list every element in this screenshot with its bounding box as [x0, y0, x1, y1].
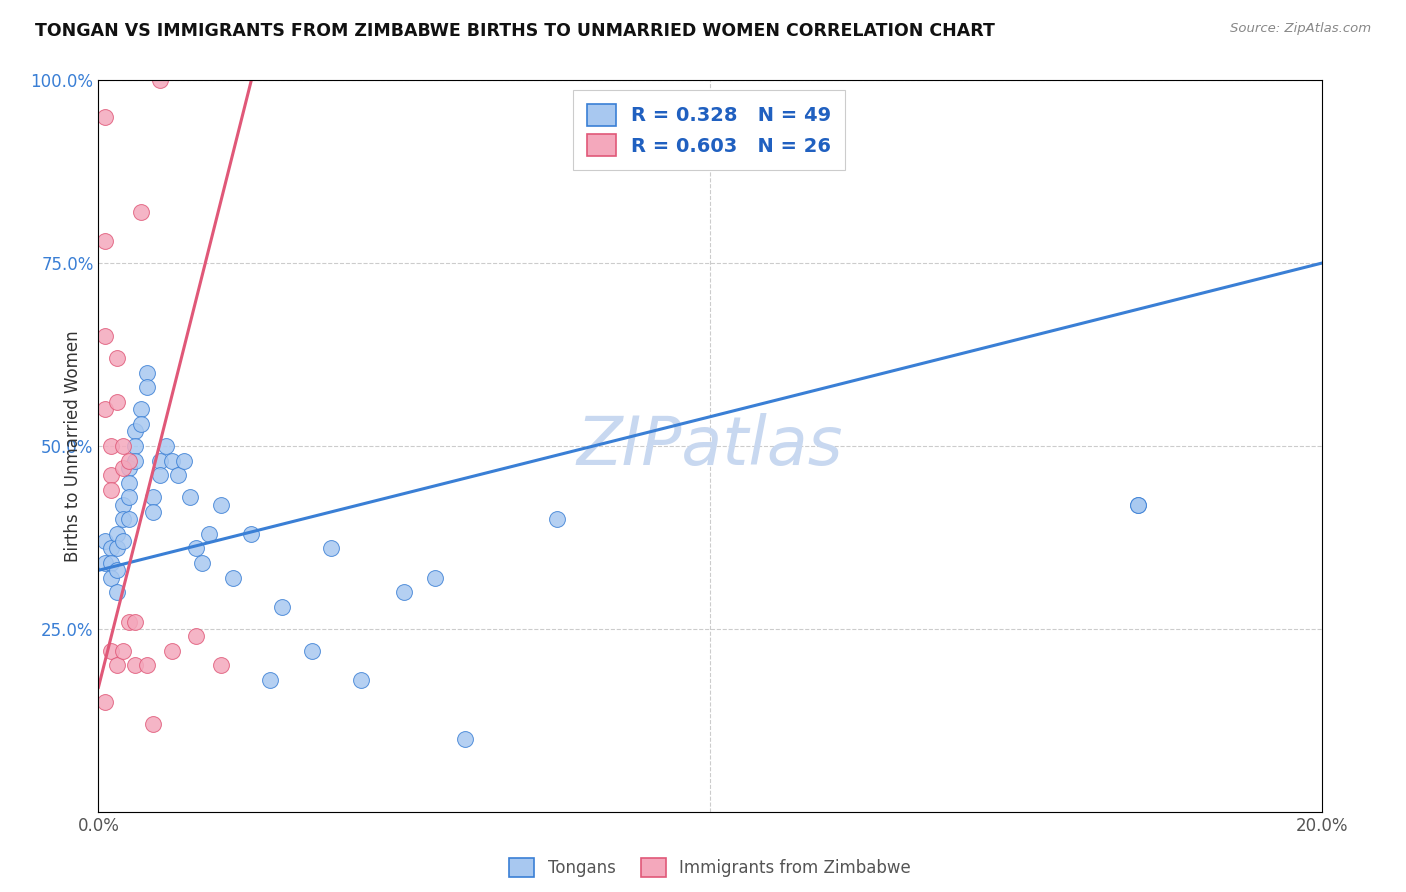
- Point: [93, 556, 115, 570]
- Point: [149, 453, 172, 467]
- Point: [93, 329, 115, 343]
- Point: [259, 673, 281, 687]
- Point: [124, 453, 146, 467]
- Legend: Tongans, Immigrants from Zimbabwe: Tongans, Immigrants from Zimbabwe: [503, 851, 917, 884]
- Point: [100, 483, 122, 497]
- Point: [124, 615, 146, 629]
- Point: [105, 658, 128, 673]
- Point: [142, 490, 165, 504]
- Text: Source: ZipAtlas.com: Source: ZipAtlas.com: [1230, 22, 1371, 36]
- Point: [118, 453, 141, 467]
- Point: [186, 629, 208, 643]
- Point: [167, 468, 190, 483]
- Point: [93, 695, 115, 709]
- Point: [186, 541, 208, 556]
- Point: [105, 541, 128, 556]
- Point: [129, 205, 152, 219]
- Point: [129, 417, 152, 431]
- Point: [100, 571, 122, 585]
- Point: [136, 366, 159, 380]
- Point: [129, 402, 152, 417]
- Point: [105, 351, 128, 366]
- Point: [173, 453, 195, 467]
- Y-axis label: Births to Unmarried Women: Births to Unmarried Women: [63, 330, 82, 562]
- Point: [270, 599, 292, 614]
- Point: [149, 468, 172, 483]
- Point: [118, 461, 141, 475]
- Point: [93, 110, 115, 124]
- Point: [118, 512, 141, 526]
- Point: [155, 439, 177, 453]
- Point: [111, 644, 134, 658]
- Point: [100, 644, 122, 658]
- Point: [392, 585, 416, 599]
- Point: [160, 644, 183, 658]
- Point: [197, 526, 219, 541]
- Text: ZIPatlas: ZIPatlas: [576, 413, 844, 479]
- Point: [191, 556, 214, 570]
- Point: [136, 380, 159, 394]
- Point: [100, 439, 122, 453]
- Point: [118, 615, 141, 629]
- Point: [546, 512, 568, 526]
- Point: [209, 658, 232, 673]
- Point: [209, 498, 232, 512]
- Point: [350, 673, 373, 687]
- Point: [93, 402, 115, 417]
- Point: [105, 526, 128, 541]
- Point: [160, 453, 183, 467]
- Point: [179, 490, 201, 504]
- Point: [100, 468, 122, 483]
- Point: [118, 475, 141, 490]
- Point: [105, 563, 128, 577]
- Point: [1128, 498, 1150, 512]
- Point: [93, 534, 115, 549]
- Point: [111, 439, 134, 453]
- Point: [105, 395, 128, 409]
- Point: [111, 498, 134, 512]
- Point: [1128, 498, 1150, 512]
- Point: [111, 512, 134, 526]
- Point: [111, 534, 134, 549]
- Text: TONGAN VS IMMIGRANTS FROM ZIMBABWE BIRTHS TO UNMARRIED WOMEN CORRELATION CHART: TONGAN VS IMMIGRANTS FROM ZIMBABWE BIRTH…: [35, 22, 995, 40]
- Point: [100, 541, 122, 556]
- Point: [319, 541, 342, 556]
- Point: [454, 731, 477, 746]
- Point: [111, 461, 134, 475]
- Point: [142, 717, 165, 731]
- Point: [124, 425, 146, 439]
- Point: [93, 234, 115, 248]
- Point: [124, 658, 146, 673]
- Point: [149, 73, 172, 87]
- Point: [222, 571, 245, 585]
- Point: [301, 644, 323, 658]
- Point: [136, 658, 159, 673]
- Point: [240, 526, 263, 541]
- Point: [100, 556, 122, 570]
- Point: [142, 505, 165, 519]
- Point: [105, 585, 128, 599]
- Point: [118, 490, 141, 504]
- Point: [124, 439, 146, 453]
- Point: [423, 571, 446, 585]
